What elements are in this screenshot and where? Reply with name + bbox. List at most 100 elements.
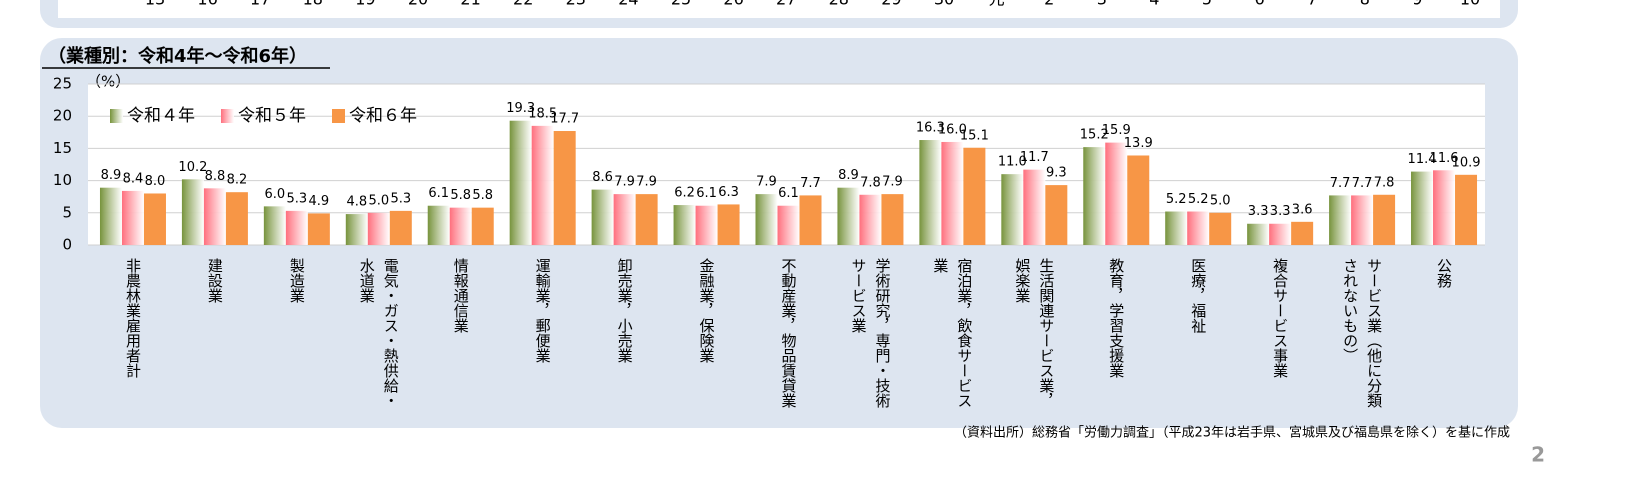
bar (181, 179, 204, 245)
bar (799, 195, 822, 245)
bar (1045, 185, 1068, 245)
value-label: 8.9 (838, 168, 859, 183)
value-label: 9.3 (1046, 166, 1067, 181)
x-tick-label: 製造業 (287, 258, 306, 303)
bar (389, 210, 412, 245)
bar (963, 147, 986, 245)
bar (1023, 169, 1046, 245)
bar (717, 204, 740, 245)
value-label: 18.5 (528, 106, 557, 121)
top-plot (58, 0, 1500, 18)
top-axis-label: 2 (1044, 0, 1054, 9)
bar (881, 194, 904, 245)
bar (1291, 221, 1314, 245)
value-label: 7.7 (1352, 176, 1373, 191)
value-label: 6.0 (265, 187, 286, 202)
bar (1411, 171, 1434, 245)
y-tick-label: 0 (62, 236, 72, 254)
top-axis-label: 19 (355, 0, 375, 9)
legend-label: 令和６年 (349, 106, 417, 126)
x-tick-label: 宿泊業，飲食サービス業 (931, 258, 974, 408)
x-tick-label: 運輸業，郵便業 (533, 258, 552, 363)
top-axis-label: 30 (934, 0, 954, 9)
value-label: 16.0 (938, 122, 967, 137)
value-label: 15.9 (1102, 123, 1131, 138)
value-label: 8.4 (123, 171, 144, 186)
x-tick-label: 建設業 (205, 258, 224, 303)
value-label: 11.4 (1408, 152, 1437, 167)
top-axis-label: 18 (303, 0, 323, 9)
y-tick-label: 20 (53, 107, 72, 125)
bar (1127, 155, 1150, 245)
top-axis-label: 16 (197, 0, 217, 9)
value-label: 6.3 (718, 185, 739, 200)
value-label: 8.9 (101, 168, 122, 183)
bar (531, 125, 554, 245)
value-label: 5.8 (472, 188, 493, 203)
bar (613, 194, 636, 245)
x-tick-label: 教育，学習支援業 (1107, 258, 1126, 378)
value-label: 10.2 (178, 160, 207, 175)
value-label: 13.9 (1124, 136, 1153, 151)
value-label: 7.9 (882, 175, 903, 190)
value-label: 4.9 (309, 194, 330, 209)
top-axis-label: 22 (513, 0, 533, 9)
x-tick-label: 電気・ガス・熱供給・水道業 (357, 258, 400, 408)
x-tick-label: 金融業，保険業 (697, 258, 716, 363)
bar (1001, 174, 1024, 245)
top-axis-label: 元 (989, 0, 1005, 9)
value-label: 5.0 (1210, 193, 1231, 208)
legend-swatch (221, 109, 234, 123)
value-label: 8.6 (592, 170, 613, 185)
chart-title: （業種別：令和4年～令和6年） (48, 45, 307, 67)
value-label: 10.9 (1452, 155, 1481, 170)
x-tick-label: 卸売業，小売業 (615, 258, 634, 363)
bar (285, 210, 308, 245)
value-label: 7.7 (1330, 176, 1351, 191)
value-label: 19.3 (506, 101, 535, 116)
top-axis-label: 21 (460, 0, 480, 9)
top-axis-label: 25 (671, 0, 691, 9)
value-label: 5.2 (1166, 192, 1187, 207)
value-label: 11.6 (1430, 151, 1459, 166)
top-axis-label: 28 (829, 0, 849, 9)
bar (307, 213, 330, 245)
x-tick-label: 非農林業雇用者計 (123, 258, 142, 378)
bar (1165, 211, 1188, 245)
value-label: 6.1 (778, 186, 799, 201)
top-axis-label: 4 (1149, 0, 1159, 9)
legend-swatch (110, 109, 123, 123)
bar (941, 141, 964, 245)
y-tick-label: 5 (62, 203, 72, 221)
bar (1105, 142, 1128, 245)
value-label: 8.2 (227, 173, 248, 188)
value-label: 8.8 (205, 169, 226, 184)
bar (143, 193, 166, 245)
bar (1351, 195, 1374, 245)
value-label: 6.1 (428, 186, 449, 201)
bar (1329, 195, 1352, 245)
value-label: 5.8 (450, 188, 471, 203)
legend-swatch (332, 109, 345, 123)
top-axis-label: 3 (1097, 0, 1107, 9)
value-label: 16.3 (916, 121, 945, 136)
value-label: 3.3 (1248, 204, 1269, 219)
y-tick-label: 15 (53, 139, 72, 157)
value-label: 8.0 (145, 174, 166, 189)
x-tick-label: 医療，福祉 (1189, 258, 1208, 333)
x-tick-label: 生活関連サービス業，娯楽業 (1013, 258, 1056, 408)
bar (859, 194, 882, 245)
bar (1187, 211, 1210, 245)
bar (367, 212, 390, 245)
top-axis-label: 20 (408, 0, 428, 9)
top-axis-label: 8 (1360, 0, 1370, 9)
x-tick-label: 複合サービス事業 (1271, 258, 1290, 378)
bar (673, 205, 696, 245)
bar (919, 140, 942, 245)
bar (121, 190, 144, 245)
value-label: 17.7 (550, 112, 579, 127)
bar (553, 131, 576, 245)
legend-label: 令和５年 (238, 106, 306, 126)
x-tick-label: サービス業（他に分類されないもの） (1341, 258, 1384, 408)
